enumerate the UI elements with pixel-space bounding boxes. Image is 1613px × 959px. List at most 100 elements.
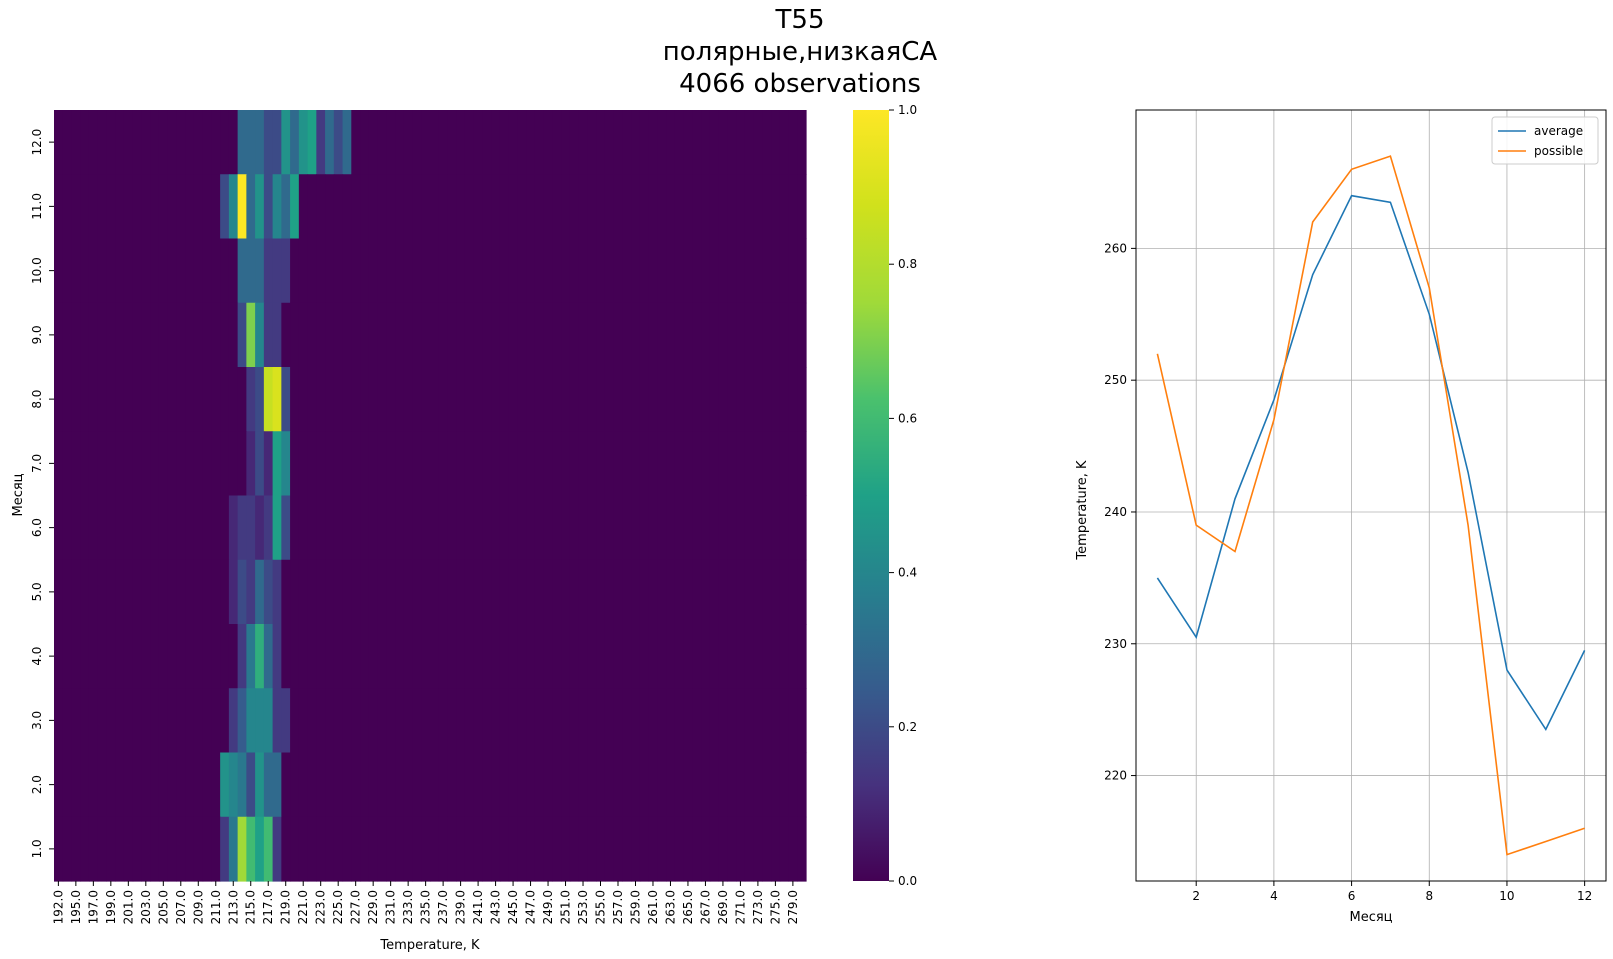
heatmap-cell — [386, 302, 396, 368]
heatmap-cell — [709, 624, 720, 689]
line-chart-series — [1156, 155, 1586, 856]
heatmap-cell — [447, 174, 457, 240]
heatmap-cell — [517, 752, 527, 818]
heatmap-cell — [727, 559, 737, 625]
heatmap-cell — [526, 816, 536, 882]
heatmap-cell — [709, 431, 720, 497]
heatmap-cell — [674, 816, 685, 882]
heatmap-cell — [97, 174, 108, 240]
heatmap-cell — [272, 816, 282, 882]
heatmap-cell — [80, 238, 90, 304]
heatmap-cell — [298, 110, 309, 175]
heatmap-y-tick-label: 9.0 — [30, 325, 44, 344]
heatmap-cell — [150, 752, 160, 818]
heatmap-cell — [701, 302, 711, 368]
heatmap-cell — [106, 495, 116, 561]
heatmap-cell — [386, 752, 396, 818]
heatmap-cell — [395, 816, 405, 882]
heatmap-cell — [403, 110, 414, 175]
heatmap-cell — [744, 688, 755, 754]
heatmap-cell — [464, 174, 475, 240]
heatmap-cell — [639, 302, 650, 368]
heatmap-cell — [377, 110, 387, 175]
heatmap-cell — [421, 431, 431, 497]
heatmap-cell — [508, 624, 519, 689]
heatmap-cell — [657, 431, 667, 497]
heatmap-cell — [54, 302, 64, 368]
heatmap-cell — [281, 367, 291, 432]
heatmap-cell — [158, 110, 169, 175]
heatmap-cell — [526, 238, 536, 304]
heatmap-cell — [132, 367, 143, 432]
heatmap-cell — [517, 559, 527, 625]
heatmap-cell — [228, 495, 239, 561]
heatmap-cell — [202, 238, 212, 304]
heatmap-cell — [132, 559, 143, 625]
heatmap-cell — [578, 110, 588, 175]
heatmap-cell — [762, 174, 772, 240]
heatmap-cell — [263, 238, 274, 304]
heatmap-cell — [709, 816, 720, 882]
heatmap-cell — [255, 110, 265, 175]
heatmap-cell — [709, 367, 720, 432]
heatmap-cell — [683, 431, 693, 497]
heatmap-x-tick-label: 267.0 — [698, 890, 712, 924]
heatmap-cell — [587, 816, 597, 882]
heatmap-cell — [473, 816, 484, 882]
heatmap-cell — [622, 367, 632, 432]
heatmap-cell — [351, 302, 361, 368]
heatmap-cell — [228, 302, 239, 368]
heatmap-cell — [97, 302, 108, 368]
heatmap-cell — [569, 431, 580, 497]
heatmap-cell — [403, 624, 414, 689]
heatmap-cell — [307, 367, 317, 432]
colorbar-tick-label: 0.0 — [898, 874, 917, 888]
heatmap-cell — [543, 688, 554, 754]
line-chart-y-tick-label: 260 — [1104, 241, 1127, 255]
heatmap-cell — [220, 624, 230, 689]
heatmap-cell — [744, 238, 755, 304]
heatmap-cell — [211, 624, 221, 689]
heatmap-cell — [578, 367, 588, 432]
heatmap-cell — [718, 110, 728, 175]
heatmap-cell — [220, 431, 230, 497]
heatmap-cell — [272, 367, 282, 432]
heatmap-cell — [788, 367, 798, 432]
heatmap-cell — [543, 559, 554, 625]
heatmap-cell — [281, 495, 291, 561]
heatmap-cell — [167, 816, 178, 882]
heatmap-cell — [220, 174, 230, 240]
heatmap-cell — [578, 495, 588, 561]
heatmap-cell — [639, 816, 650, 882]
heatmap-cell — [185, 431, 195, 497]
heatmap-cell — [578, 816, 588, 882]
heatmap-cell — [797, 110, 807, 175]
heatmap-cell — [797, 431, 807, 497]
heatmap-cell — [255, 624, 265, 689]
heatmap-cell — [779, 367, 790, 432]
heatmap-cell — [185, 174, 195, 240]
heatmap-y-tick-label: 7.0 — [30, 454, 44, 473]
heatmap-cell — [464, 302, 475, 368]
heatmap-cell — [255, 174, 265, 240]
heatmap-cell — [342, 431, 352, 497]
heatmap-x-tick-label: 213.0 — [226, 890, 240, 924]
heatmap-cell — [307, 495, 317, 561]
heatmap-cell — [421, 367, 431, 432]
heatmap-cell — [185, 302, 195, 368]
heatmap-cell — [604, 688, 615, 754]
heatmap-cell — [543, 367, 554, 432]
title-line-1: T55 — [775, 5, 825, 35]
heatmap-cell — [727, 495, 737, 561]
heatmap-cell — [167, 495, 178, 561]
heatmap-cell — [307, 110, 317, 175]
heatmap-cell — [246, 752, 256, 818]
heatmap-cell — [569, 816, 580, 882]
heatmap-cell — [639, 431, 650, 497]
heatmap-x-tick-label: 223.0 — [314, 890, 328, 924]
heatmap-cell — [430, 752, 440, 818]
heatmap-x-tick-label: 257.0 — [611, 890, 625, 924]
heatmap-cell — [298, 238, 309, 304]
heatmap-cell — [718, 367, 728, 432]
heatmap-cell — [202, 495, 212, 561]
